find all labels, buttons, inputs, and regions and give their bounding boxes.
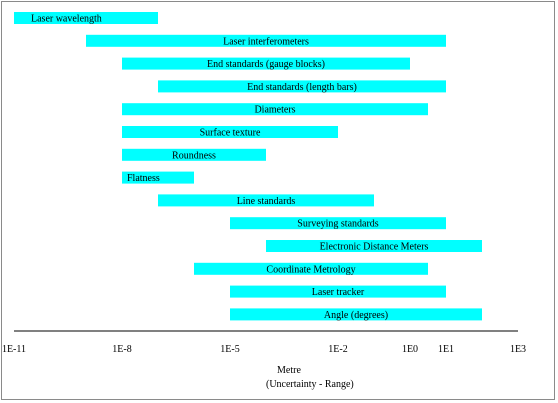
bar-12 xyxy=(230,285,446,298)
bar-11 xyxy=(194,262,428,275)
bar-label-2: End standards (gauge blocks) xyxy=(207,59,325,70)
bar-2 xyxy=(122,57,410,70)
x-tick-label-0: 1E-11 xyxy=(2,344,26,355)
bars-layer: Laser wavelength Laser interferometers End… xyxy=(14,12,482,321)
bar-label-1: Laser interferometers xyxy=(223,36,309,47)
bar-0 xyxy=(14,12,158,24)
bar-label-12: Laser tracker xyxy=(312,287,365,298)
bar-1 xyxy=(86,34,446,47)
bar-label-5: Surface texture xyxy=(200,128,261,139)
bar-label-7: Flatness xyxy=(127,173,160,184)
x-tick-label-3: 1E-2 xyxy=(328,344,347,355)
x-axis-title: Metre xyxy=(277,365,301,376)
bar-label-0: Laser wavelength xyxy=(31,14,102,25)
bar-6 xyxy=(122,148,266,161)
bar-label-3: End standards (length bars) xyxy=(247,82,357,93)
bar-5 xyxy=(122,126,338,138)
bar-8 xyxy=(158,194,374,207)
bar-label-13: Angle (degrees) xyxy=(324,310,388,321)
x-tick-label-5: 1E1 xyxy=(438,344,454,355)
bar-label-11: Coordinate Metrology xyxy=(266,264,355,275)
x-tick-label-4: 1E0 xyxy=(402,344,418,355)
x-tick-label-1: 1E-8 xyxy=(112,344,131,355)
bar-label-9: Surveying standards xyxy=(297,219,378,230)
bar-label-4: Diameters xyxy=(254,105,295,116)
bar-label-6: Roundness xyxy=(172,150,216,161)
bar-4 xyxy=(122,103,428,116)
bar-7 xyxy=(122,171,194,184)
bar-label-10: Electronic Distance Meters xyxy=(320,242,429,253)
bar-label-8: Line standards xyxy=(237,196,296,207)
bar-9 xyxy=(230,217,446,230)
x-tick-label-2: 1E-5 xyxy=(220,344,239,355)
bar-13 xyxy=(230,308,482,321)
bar-10 xyxy=(266,240,482,252)
bar-3 xyxy=(158,80,446,93)
x-tick-label-6: 1E3 xyxy=(510,344,526,355)
x-ticks-layer: 1E-11 1E-8 1E-5 1E-2 1E0 1E1 1E3 xyxy=(2,344,526,355)
x-axis-subtitle: (Uncertainty - Range) xyxy=(266,379,354,390)
